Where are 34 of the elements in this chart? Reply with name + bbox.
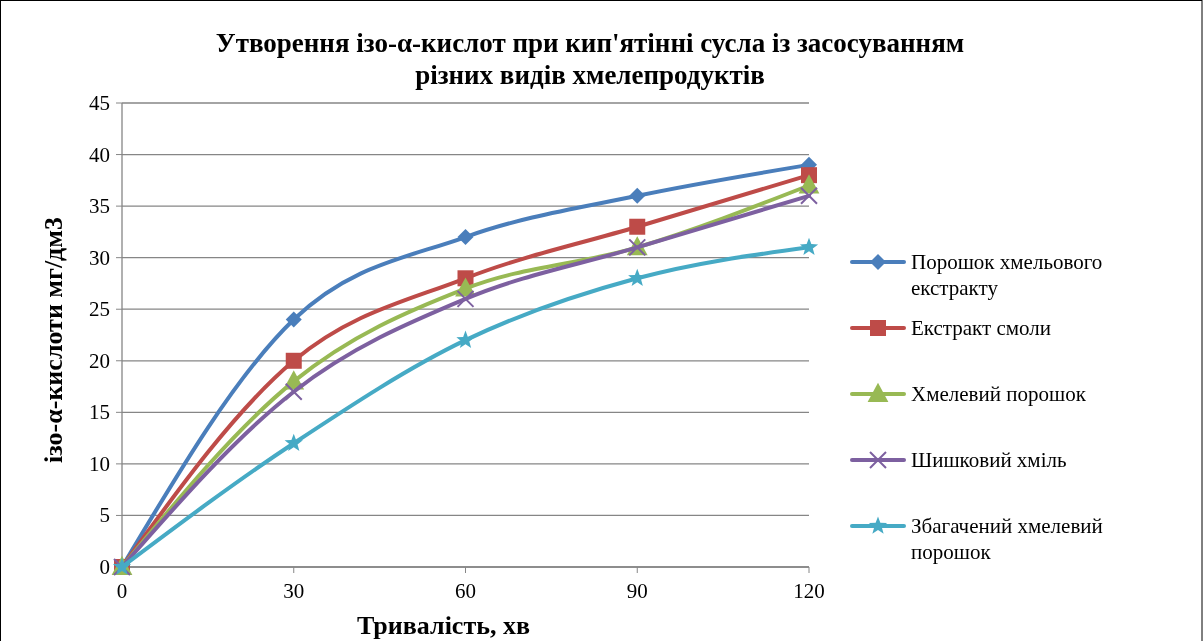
point <box>629 187 646 204</box>
y-tick-label: 20 <box>89 348 110 373</box>
y-tick-label: 0 <box>99 555 110 579</box>
point <box>285 311 302 328</box>
point <box>284 433 303 452</box>
point <box>456 289 475 308</box>
x-tick-label: 120 <box>793 579 825 603</box>
point <box>457 229 474 246</box>
legend-label: Шишковий хміль <box>911 448 1067 472</box>
point <box>800 186 818 205</box>
legend-label: Хмелевий порошок <box>911 382 1087 406</box>
y-axis-title: ізо-α-кислоти мг/дм3 <box>39 217 68 463</box>
y-tick-label: 35 <box>89 194 110 219</box>
point <box>629 218 646 235</box>
y-tick-label: 25 <box>89 297 110 322</box>
legend-label: Екстракт смоли <box>911 316 1051 340</box>
x-tick-label: 90 <box>626 579 648 603</box>
x-tick-label: 30 <box>283 579 305 603</box>
point <box>285 352 302 369</box>
y-tick-label: 10 <box>89 451 110 476</box>
point <box>284 382 303 401</box>
y-tick-label: 15 <box>89 400 110 425</box>
y-tick-label: 30 <box>89 245 110 270</box>
y-tick-label: 45 <box>89 91 110 115</box>
x-tick-label: 0 <box>116 579 128 603</box>
legend-label: Порошок хмельового екстракту <box>911 250 1103 300</box>
chart-title: Утворення ізо-α-кислот при кип'ятінні сусла із засосуванням різних видів хмелепродуктів <box>215 28 965 90</box>
x-tick-label: 60 <box>455 579 476 603</box>
point <box>799 237 819 256</box>
x-axis-title: Тривалість, хв <box>357 611 530 640</box>
y-tick-label: 5 <box>99 503 110 528</box>
point <box>456 330 475 348</box>
legend-label: Збагачений хмелевий порошок <box>911 514 1103 564</box>
y-tick-label: 40 <box>89 142 110 167</box>
